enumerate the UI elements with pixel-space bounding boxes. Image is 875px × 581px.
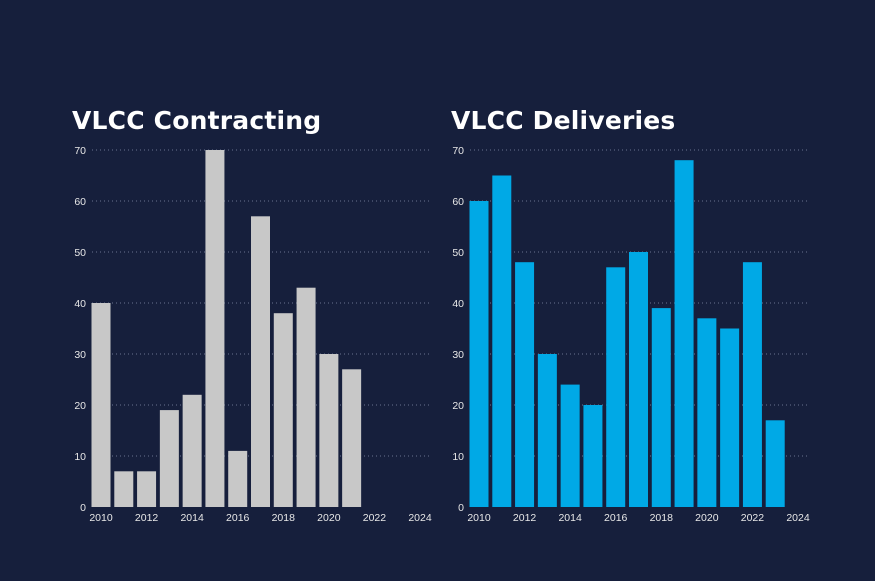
deliveries-y-tick-label: 30 (452, 349, 464, 361)
contracting-x-tick-label: 2012 (135, 512, 159, 524)
deliveries-x-tick-label: 2018 (650, 512, 674, 524)
deliveries-bar-2011 (492, 175, 512, 507)
contracting-bar-2010 (91, 303, 111, 507)
contracting-bar-2014 (182, 394, 202, 507)
contracting-x-tick-label: 2022 (363, 512, 387, 524)
deliveries-y-tick-label: 10 (452, 451, 464, 463)
contracting-bar-2016 (228, 450, 248, 507)
contracting-bar-2019 (296, 287, 316, 507)
contracting-chart-title: VLCC Contracting (72, 106, 322, 135)
contracting-x-tick-label: 2020 (317, 512, 341, 524)
deliveries-y-tick-label: 70 (452, 145, 464, 157)
contracting-x-tick-label: 2016 (226, 512, 250, 524)
deliveries-x-tick-label: 2020 (695, 512, 719, 524)
deliveries-y-tick-label: 60 (452, 196, 464, 208)
deliveries-bar-2014 (560, 384, 580, 507)
contracting-y-tick-label: 50 (74, 247, 86, 259)
deliveries-x-tick-label: 2010 (467, 512, 491, 524)
contracting-x-tick-label: 2018 (272, 512, 296, 524)
contracting-x-tick-label: 2024 (408, 512, 432, 524)
deliveries-y-tick-label: 0 (458, 502, 464, 514)
deliveries-bar-2020 (697, 318, 717, 507)
deliveries-bar-2017 (629, 252, 648, 507)
contracting-bar-2013 (159, 410, 179, 507)
contracting-bar-2020 (319, 354, 339, 507)
contracting-bar-2017 (251, 216, 270, 508)
deliveries-x-tick-label: 2022 (741, 512, 765, 524)
contracting-bar-2021 (342, 369, 362, 507)
contracting-bar-2011 (114, 471, 134, 507)
deliveries-bar-2012 (515, 262, 535, 507)
contracting-bar-2015 (205, 150, 225, 507)
contracting-y-tick-label: 40 (74, 298, 86, 310)
deliveries-x-tick-label: 2014 (558, 512, 582, 524)
contracting-y-tick-label: 70 (74, 145, 86, 157)
deliveries-bar-2016 (606, 267, 626, 507)
deliveries-bar-2010 (469, 201, 489, 507)
deliveries-bar-2023 (765, 420, 785, 507)
deliveries-bar-2013 (537, 354, 557, 507)
deliveries-bar-2018 (651, 308, 671, 507)
contracting-y-tick-label: 60 (74, 196, 86, 208)
deliveries-bar-2021 (720, 328, 740, 507)
contracting-x-tick-label: 2014 (180, 512, 204, 524)
deliveries-y-tick-label: 50 (452, 247, 464, 259)
deliveries-y-tick-label: 40 (452, 298, 464, 310)
contracting-x-tick-label: 2010 (89, 512, 113, 524)
contracting-bar-2018 (273, 313, 293, 507)
deliveries-x-tick-label: 2012 (513, 512, 537, 524)
deliveries-x-tick-label: 2024 (786, 512, 810, 524)
contracting-y-tick-label: 20 (74, 400, 86, 412)
contracting-y-tick-label: 30 (74, 349, 86, 361)
deliveries-bar-2019 (674, 160, 694, 507)
contracting-bar-2012 (137, 471, 157, 507)
deliveries-chart-title: VLCC Deliveries (451, 106, 676, 135)
contracting-y-tick-label: 0 (80, 502, 86, 514)
contracting-y-tick-label: 10 (74, 451, 86, 463)
deliveries-bar-2015 (583, 405, 603, 507)
deliveries-y-tick-label: 20 (452, 400, 464, 412)
deliveries-x-tick-label: 2016 (604, 512, 628, 524)
deliveries-bar-2022 (742, 262, 762, 507)
